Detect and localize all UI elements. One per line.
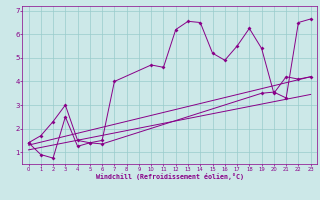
X-axis label: Windchill (Refroidissement éolien,°C): Windchill (Refroidissement éolien,°C): [96, 173, 244, 180]
